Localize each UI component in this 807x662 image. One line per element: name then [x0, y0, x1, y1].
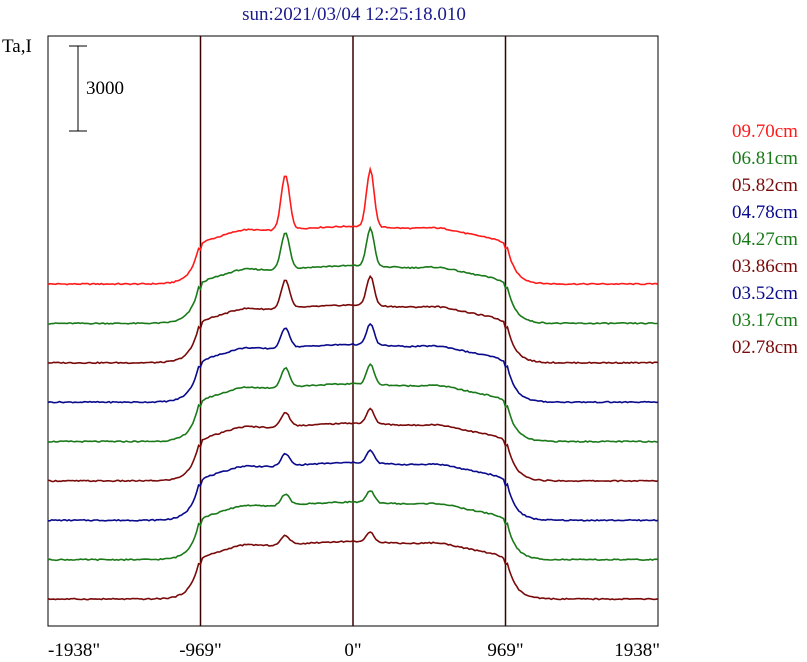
legend-entry: 03.86cm	[732, 256, 798, 277]
series-group	[47, 166, 659, 601]
series-line-09.70cm	[47, 166, 659, 286]
series-line-05.82cm	[47, 274, 659, 365]
series-line-02.78cm	[47, 531, 659, 601]
y-axis-label: Ta,I	[2, 36, 32, 57]
series-line-04.78cm	[47, 322, 659, 404]
series-line-06.81cm	[47, 225, 659, 325]
x-tick-label: 0"	[344, 640, 361, 661]
legend-entry: 04.27cm	[732, 229, 798, 250]
legend-entry: 06.81cm	[732, 148, 798, 169]
series-line-03.17cm	[47, 490, 659, 562]
x-tick-label: -969"	[179, 640, 222, 661]
legend: 09.70cm 06.81cm 05.82cm 04.78cm 04.27cm 03.86…	[732, 121, 798, 358]
series-line-03.52cm	[48, 448, 659, 522]
legend-entry: 03.17cm	[732, 310, 798, 331]
scale-bar: 3000	[69, 45, 124, 132]
vertical-marker-lines	[199, 36, 507, 626]
series-line-03.86cm	[47, 407, 659, 483]
series-line-04.27cm	[47, 362, 659, 443]
legend-entry: 05.82cm	[732, 175, 798, 196]
scale-bar-label: 3000	[86, 78, 124, 99]
x-tick-label: -1938"	[48, 640, 100, 661]
legend-entry: 02.78cm	[732, 337, 798, 358]
legend-entry: 04.78cm	[732, 202, 798, 223]
legend-entry: 09.70cm	[732, 121, 798, 142]
x-tick-labels: -1938" -969" 0" 969" 1938"	[48, 640, 660, 661]
x-tick-label: 969"	[487, 640, 523, 661]
chart-title: sun:2021/03/04 12:25:18.010	[242, 4, 466, 25]
x-tick-label: 1938"	[614, 640, 660, 661]
legend-entry: 03.52cm	[732, 283, 798, 304]
